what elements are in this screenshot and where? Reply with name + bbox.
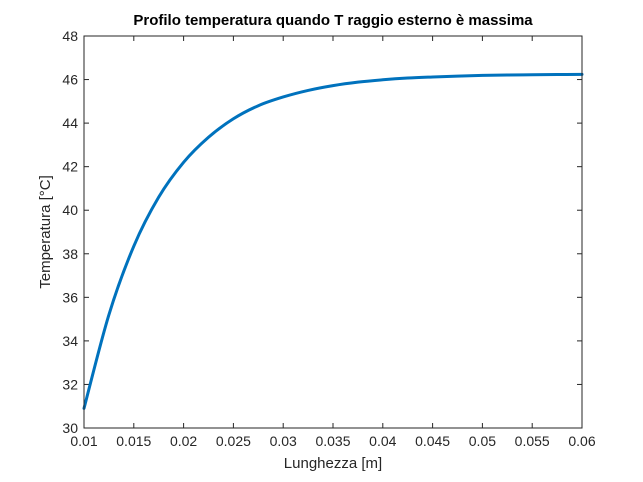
plot-frame: [83, 35, 583, 429]
y-tick-label: 44: [62, 115, 78, 131]
y-tick-label: 30: [62, 420, 78, 436]
y-axis-label: Temperatura [°C]: [37, 175, 54, 289]
x-tick-label: 0.015: [116, 433, 151, 449]
x-tick-label: 0.03: [270, 433, 297, 449]
x-tick-label: 0.055: [515, 433, 550, 449]
y-tick-label: 36: [62, 289, 78, 305]
chart-title: Profilo temperatura quando T raggio este…: [133, 12, 533, 29]
y-tick-label: 46: [62, 72, 78, 88]
x-tick-label: 0.01: [70, 433, 97, 449]
y-axis: 30 32 34 36 38 40 42 44 46 48: [62, 28, 582, 436]
plot-area: [84, 36, 582, 428]
y-tick-label: 42: [62, 159, 78, 175]
x-axis-label: Lunghezza [m]: [284, 455, 382, 472]
y-tick-label: 34: [62, 333, 78, 349]
y-tick-label: 48: [62, 28, 78, 44]
x-tick-label: 0.02: [170, 433, 197, 449]
x-tick-label: 0.045: [415, 433, 450, 449]
y-tick-label: 32: [62, 376, 78, 392]
x-tick-label: 0.025: [216, 433, 251, 449]
x-tick-label: 0.035: [315, 433, 350, 449]
x-tick-label: 0.04: [369, 433, 396, 449]
x-tick-label: 0.05: [469, 433, 496, 449]
x-tick-label: 0.06: [568, 433, 595, 449]
x-axis: 0.01 0.015 0.02 0.025 0.03 0.035 0.04 0.045 0.05…: [70, 36, 596, 449]
series-line: [82, 72, 584, 410]
y-tick-label: 38: [62, 246, 78, 262]
y-tick-label: 40: [62, 202, 78, 218]
